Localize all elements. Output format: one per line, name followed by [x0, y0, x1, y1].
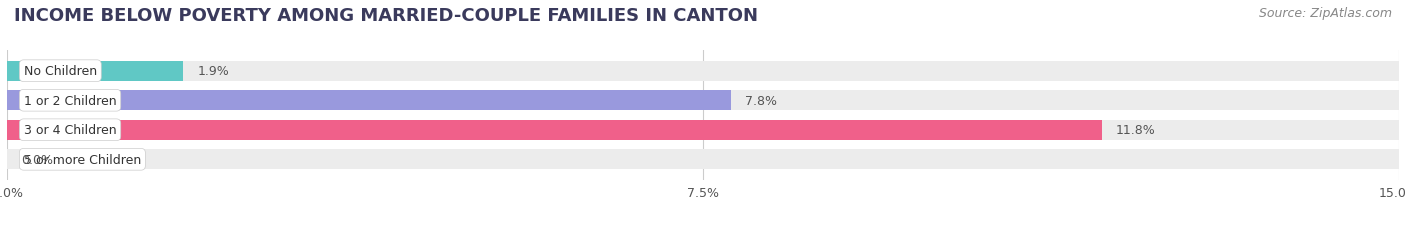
Bar — [7, 91, 1399, 111]
Text: INCOME BELOW POVERTY AMONG MARRIED-COUPLE FAMILIES IN CANTON: INCOME BELOW POVERTY AMONG MARRIED-COUPL… — [14, 7, 758, 25]
Text: 11.8%: 11.8% — [1116, 124, 1156, 137]
Text: No Children: No Children — [24, 65, 97, 78]
Text: Source: ZipAtlas.com: Source: ZipAtlas.com — [1258, 7, 1392, 20]
Text: 3 or 4 Children: 3 or 4 Children — [24, 124, 117, 137]
Text: 5 or more Children: 5 or more Children — [24, 153, 141, 166]
Bar — [7, 120, 1399, 140]
Text: 0.0%: 0.0% — [21, 153, 53, 166]
Bar — [7, 120, 1102, 140]
Text: 1 or 2 Children: 1 or 2 Children — [24, 94, 117, 107]
Bar — [7, 91, 731, 111]
Text: 7.8%: 7.8% — [745, 94, 776, 107]
Text: 1.9%: 1.9% — [197, 65, 229, 78]
Bar — [7, 150, 1399, 170]
Bar — [7, 61, 1399, 81]
Bar — [7, 61, 183, 81]
